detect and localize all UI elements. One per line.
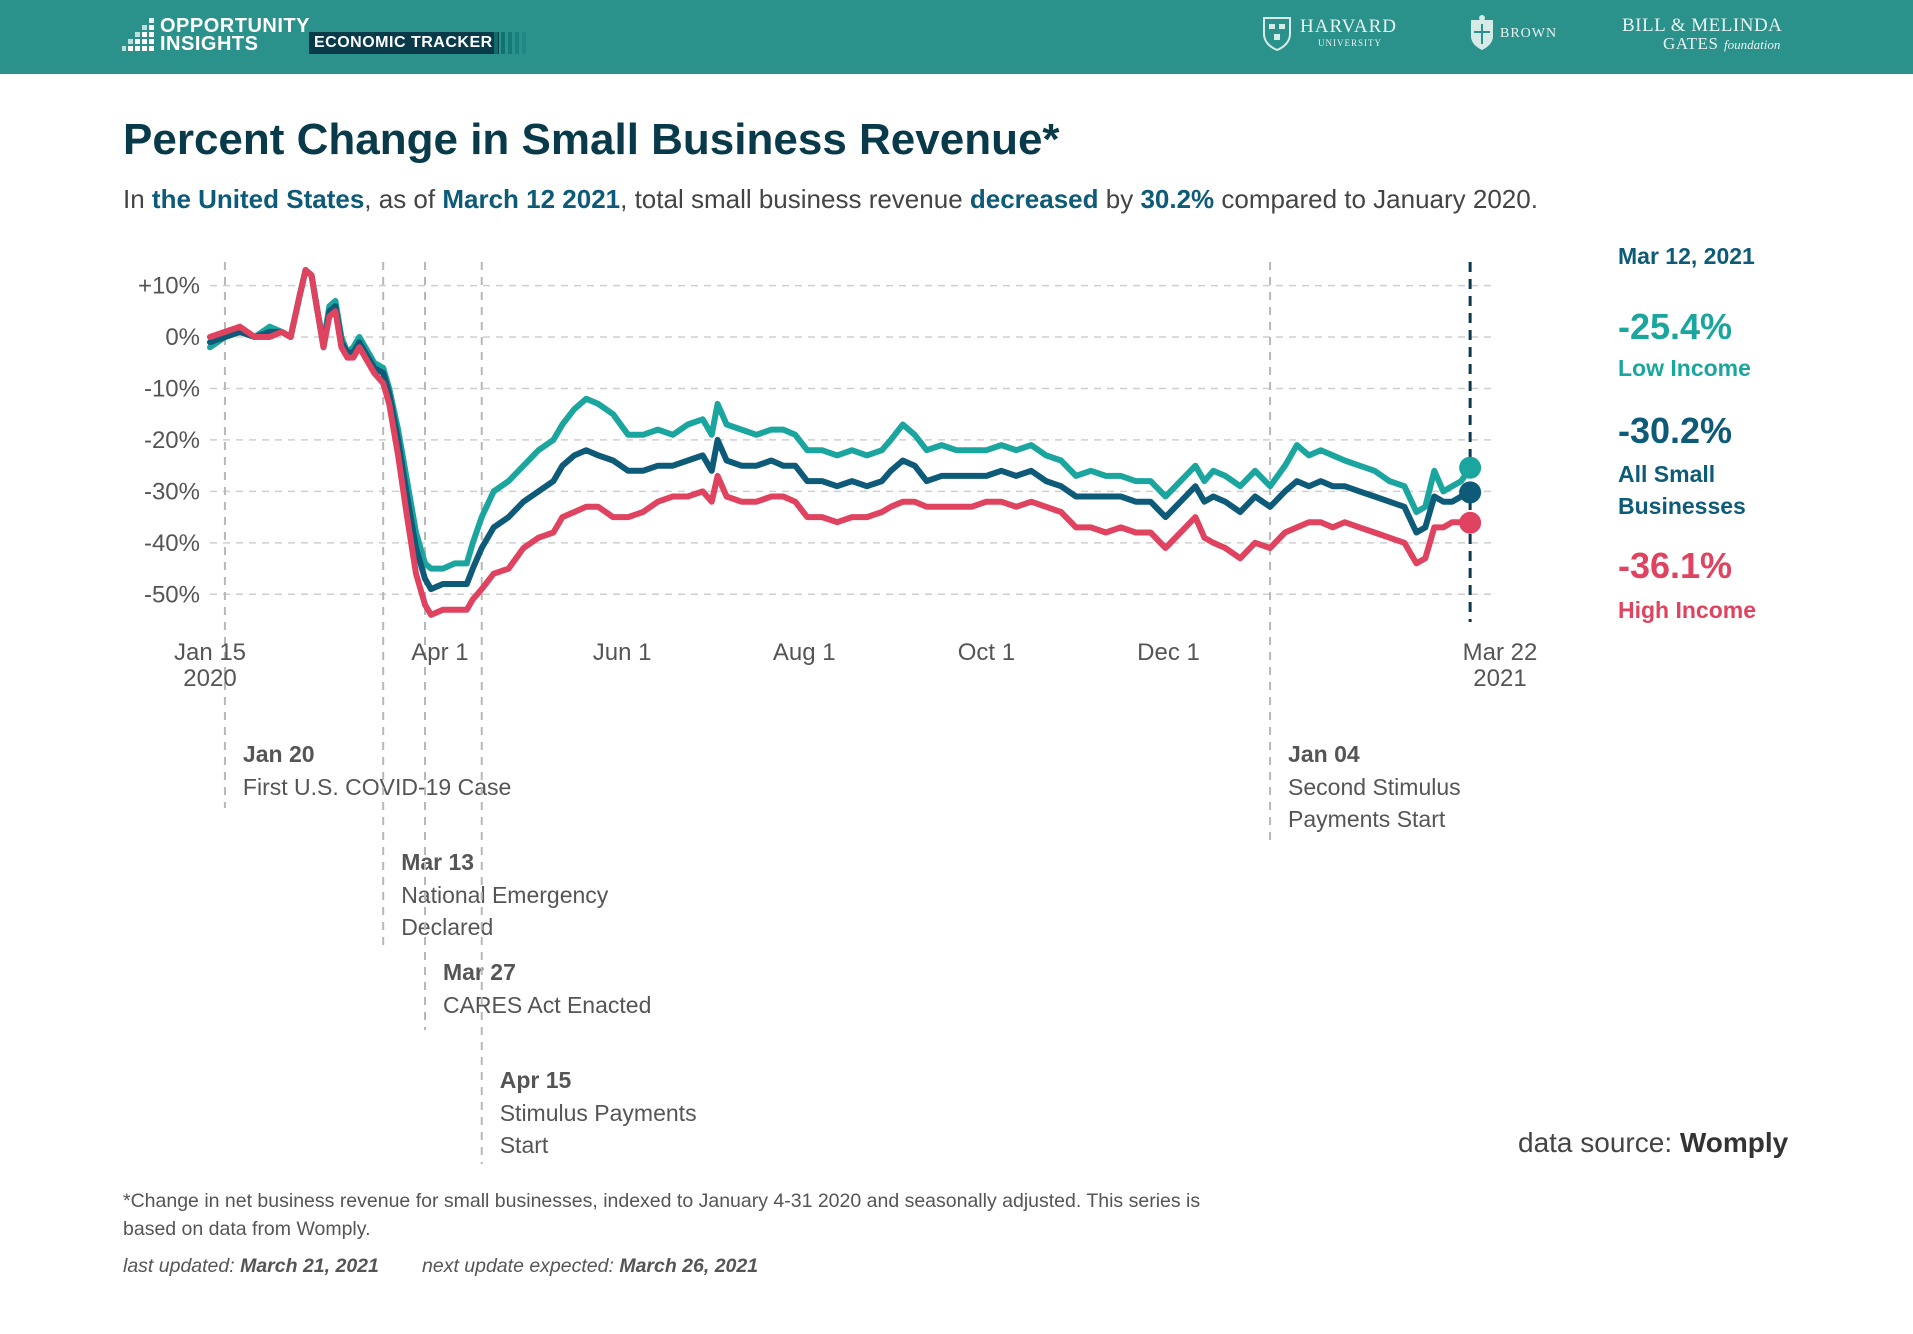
header-bar: OPPORTUNITY INSIGHTS ECONOMIC TRACKER HA… — [0, 0, 1913, 74]
subtitle-text: by — [1098, 184, 1141, 214]
last-updated-date: March 21, 2021 — [240, 1255, 379, 1277]
event-description: Start — [500, 1132, 549, 1158]
event-description: CARES Act Enacted — [443, 992, 651, 1018]
x-tick-label: Dec 1 — [1137, 639, 1200, 666]
next-update-prefix: next update expected: — [422, 1255, 620, 1277]
subtitle: In the United States, as of March 12 202… — [123, 184, 1538, 215]
x-tick-label: Apr 1 — [411, 639, 468, 666]
opportunity-insights-logo-icon — [122, 18, 154, 51]
next-update-date: March 26, 2021 — [619, 1255, 759, 1277]
harvard-shield-icon — [1263, 17, 1291, 52]
all-businesses-label-line1[interactable]: All Small — [1618, 461, 1716, 487]
high-income-label[interactable]: High Income — [1618, 597, 1757, 623]
all-businesses-label-line2[interactable]: Businesses — [1618, 493, 1746, 519]
event-description: Second Stimulus — [1288, 774, 1461, 800]
y-tick-label: -40% — [144, 530, 200, 557]
economic-tracker-label[interactable]: ECONOMIC TRACKER — [309, 32, 499, 54]
y-tick-label: -30% — [144, 478, 200, 505]
series-end-dot[interactable] — [1459, 481, 1482, 504]
y-tick-label: -50% — [144, 581, 200, 608]
x-tick-year-label: 2020 — [183, 665, 236, 692]
event-date-label: Mar 27 — [443, 959, 516, 985]
location-selector[interactable]: the United States — [151, 184, 365, 214]
latest-date-label: Mar 12, 2021 — [1618, 243, 1755, 269]
low-income-label[interactable]: Low Income — [1618, 355, 1751, 381]
page-title: Percent Change in Small Business Revenue… — [123, 115, 1060, 164]
data-source-link[interactable]: Womply — [1679, 1127, 1789, 1158]
event-description: First U.S. COVID-19 Case — [243, 774, 511, 800]
change-value: 30.2% — [1140, 184, 1215, 214]
y-tick-label: -20% — [144, 427, 200, 454]
footnote: *Change in net business revenue for smal… — [123, 1190, 1201, 1240]
brown-logo-text: BROWN — [1500, 26, 1558, 41]
event-description: Stimulus Payments — [500, 1100, 697, 1126]
brown-shield-icon — [1471, 15, 1493, 50]
event-annotations: Jan 20 First U.S. COVID-19 Case Mar 13 Nati… — [223, 262, 1472, 1164]
subtitle-text: In — [123, 184, 152, 214]
last-updated-prefix: last updated: — [123, 1255, 241, 1277]
event-date-label: Apr 15 — [500, 1067, 572, 1093]
event-description: Payments Start — [1288, 806, 1446, 832]
event-date-label: Jan 20 — [243, 741, 315, 767]
data-source: data source: Womply — [1518, 1127, 1788, 1159]
data-source-prefix: data source: — [1518, 1127, 1680, 1158]
gates-logo-line1: BILL & MELINDA — [1622, 15, 1783, 36]
gates-logo-sub: foundation — [1724, 37, 1781, 52]
y-tick-label: -10% — [144, 375, 200, 402]
logo-text-line2: INSIGHTS — [160, 33, 259, 55]
x-tick-year-label: 2021 — [1473, 665, 1526, 692]
high-income-value: -36.1% — [1618, 545, 1733, 586]
logo-text-line1: OPPORTUNITY — [160, 15, 310, 37]
series-line-all-small-businesses[interactable] — [207, 267, 1474, 593]
harvard-logo-subtext: UNIVERSITY — [1318, 38, 1382, 48]
as-of-date: March 12 2021 — [442, 184, 621, 214]
series-line-high-income[interactable] — [207, 267, 1474, 618]
change-direction: decreased — [969, 184, 1099, 214]
event-description: National Emergency — [401, 882, 609, 908]
x-tick-label: Oct 1 — [958, 639, 1015, 666]
y-tick-label: +10% — [138, 273, 200, 300]
x-tick-label: Aug 1 — [773, 639, 836, 666]
subtitle-text: , total small business revenue — [620, 184, 970, 214]
x-tick-label: Mar 22 — [1463, 639, 1538, 666]
series-end-dot[interactable] — [1459, 456, 1482, 479]
x-tick-label: Jan 15 — [174, 639, 246, 666]
last-updated: last updated: March 21, 2021 — [123, 1255, 379, 1278]
subtitle-text: , as of — [364, 184, 443, 214]
x-tick-label: Jun 1 — [593, 639, 652, 666]
series-end-dot[interactable] — [1459, 511, 1482, 534]
next-update: next update expected: March 26, 2021 — [422, 1255, 758, 1278]
event-date-label: Jan 04 — [1288, 741, 1360, 767]
tracker-stripes-icon — [494, 32, 526, 54]
event-date-label: Mar 13 — [401, 849, 474, 875]
harvard-logo-text: HARVARD — [1300, 16, 1397, 37]
all-businesses-value: -30.2% — [1618, 410, 1733, 451]
low-income-value: -25.4% — [1618, 306, 1733, 347]
event-description: Declared — [401, 914, 493, 940]
subtitle-text: compared to January 2020. — [1214, 184, 1538, 214]
series-lines — [207, 267, 1482, 618]
y-tick-label: 0% — [165, 324, 200, 351]
gates-logo-line2: GATES — [1663, 34, 1719, 53]
